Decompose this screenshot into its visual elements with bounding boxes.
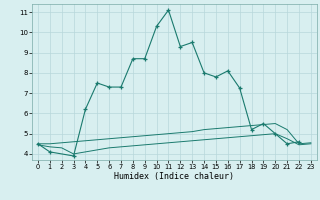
X-axis label: Humidex (Indice chaleur): Humidex (Indice chaleur) [115,172,234,181]
